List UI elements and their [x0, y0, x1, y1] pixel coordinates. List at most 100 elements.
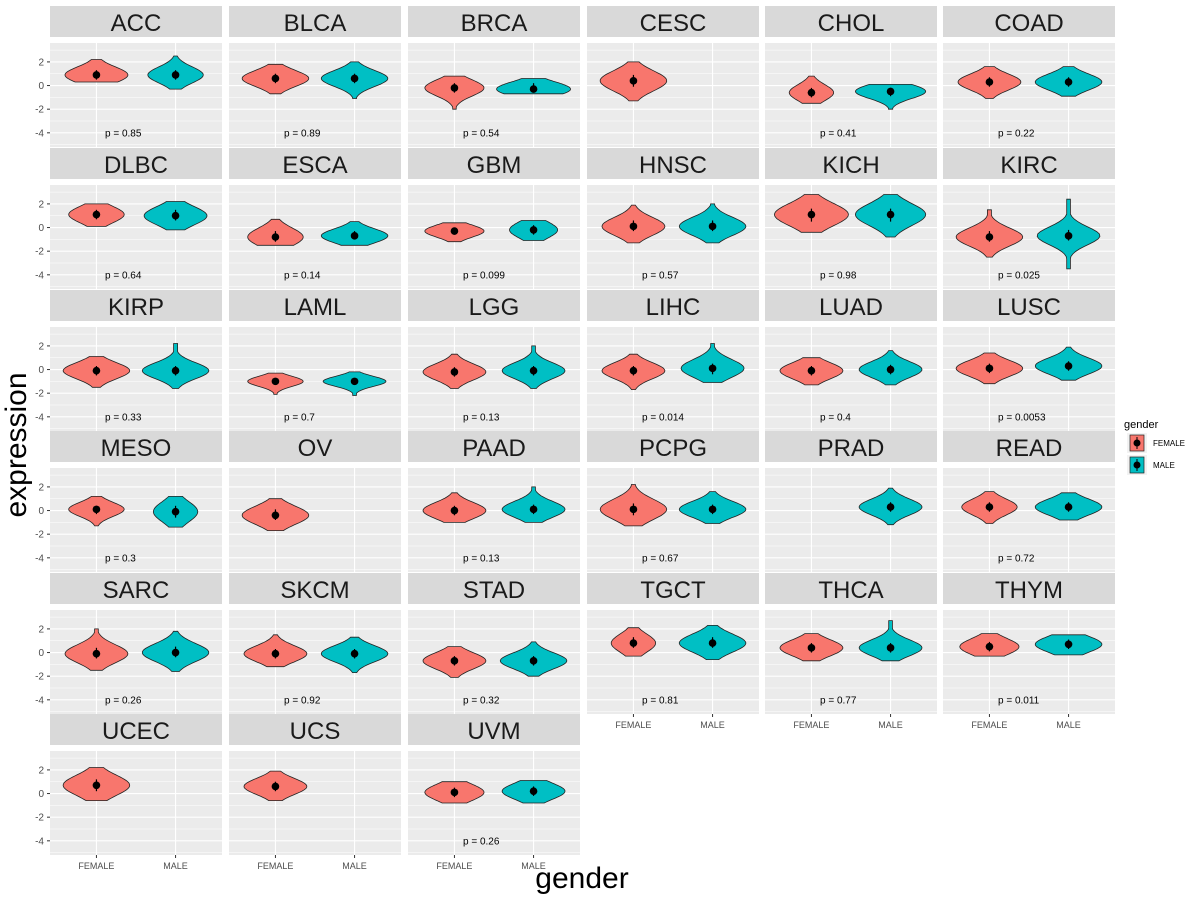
panel-background — [943, 468, 1115, 572]
panel-brca: BRCA p = 0.54 — [408, 6, 580, 147]
p-value-label: p = 0.13 — [463, 412, 500, 423]
panel-pcpg: PCPG p = 0.67 — [587, 431, 759, 572]
p-value-label: p = 0.22 — [998, 128, 1035, 139]
p-value-label: p = 0.26 — [463, 836, 500, 847]
panel-hnsc: HNSC p = 0.57 — [587, 148, 759, 289]
panel-title: LUAD — [819, 294, 883, 321]
y-tick-label: 0 — [38, 223, 44, 234]
panel-strip — [943, 573, 1115, 604]
panel-background — [408, 751, 580, 855]
panel-title: THCA — [818, 577, 883, 604]
panel-skcm: SKCM p = 0.92 — [229, 573, 401, 714]
panel-dlbc: DLBC 2 0 -2 -4 p = 0.64 — [35, 148, 222, 289]
median-point-female — [985, 364, 994, 373]
panel-title: MESO — [101, 435, 172, 462]
panel-title: LGG — [469, 294, 520, 321]
panel-title: PAAD — [462, 435, 526, 462]
panel-strip — [765, 148, 937, 179]
x-tick-label: FEMALE — [436, 861, 472, 871]
median-point-male — [1064, 362, 1073, 370]
panel-strip — [50, 290, 222, 321]
median-point-male — [886, 87, 895, 96]
median-point-male — [708, 364, 717, 373]
y-tick-label: 2 — [38, 199, 44, 210]
median-point-female — [450, 368, 459, 376]
median-point-male — [171, 507, 180, 516]
panel-strip — [229, 290, 401, 321]
y-tick-label: -4 — [35, 836, 44, 847]
median-point-female — [450, 657, 459, 665]
legend-items: FEMALE MALE — [1127, 433, 1185, 475]
panel-background — [50, 185, 222, 289]
y-tick-label: -4 — [35, 695, 44, 706]
median-point-male — [886, 365, 895, 374]
y-tick-label: -4 — [35, 412, 44, 423]
p-value-label: p = 0.011 — [998, 695, 1040, 706]
x-tick-label: FEMALE — [615, 720, 651, 730]
violin-male — [858, 620, 923, 662]
panel-background — [587, 610, 759, 714]
panel-title: KIRC — [1000, 152, 1057, 179]
p-value-label: p = 0.13 — [463, 553, 500, 564]
y-tick-label: -2 — [35, 105, 44, 116]
panel-kich: KICH p = 0.98 — [765, 148, 937, 289]
y-axis-title: expression — [0, 372, 33, 517]
median-point-male — [529, 787, 538, 795]
panel-title: KICH — [822, 152, 879, 179]
panel-strip — [765, 431, 937, 462]
p-value-label: p = 0.89 — [284, 128, 321, 139]
legend-item-female: FEMALE — [1127, 433, 1185, 453]
panel-title: UVM — [467, 718, 520, 745]
p-value-label: p = 0.3 — [105, 553, 136, 564]
x-tick-label: MALE — [163, 861, 188, 871]
p-value-label: p = 0.26 — [105, 695, 142, 706]
p-value-label: p = 0.64 — [105, 270, 142, 281]
panel-background — [587, 185, 759, 289]
y-tick-label: 0 — [38, 81, 44, 92]
panel-strip — [229, 431, 401, 462]
x-tick-label: FEMALE — [78, 861, 114, 871]
panel-ucs: UCS FEMALE MALE — [229, 714, 401, 871]
panel-ov: OV — [229, 431, 401, 572]
median-point-female — [807, 366, 816, 375]
panel-gbm: GBM p = 0.099 — [408, 148, 580, 289]
panel-strip — [229, 6, 401, 37]
median-point-male — [529, 366, 538, 375]
p-value-label: p = 0.67 — [642, 553, 679, 564]
legend: gender FEMALE MALE — [1124, 419, 1185, 475]
panel-strip — [229, 148, 401, 179]
p-value-label: p = 0.014 — [642, 412, 684, 423]
median-point-female — [271, 233, 280, 241]
panel-strip — [229, 573, 401, 604]
y-tick-label: 2 — [38, 341, 44, 352]
legend-label: FEMALE — [1153, 439, 1185, 448]
panel-title: GBM — [467, 152, 522, 179]
x-tick-label: MALE — [1056, 720, 1081, 730]
median-point-female — [271, 782, 280, 791]
panel-title: PRAD — [818, 435, 885, 462]
median-point-male — [350, 74, 359, 83]
median-point-female — [807, 88, 816, 97]
x-tick-label: MALE — [342, 861, 367, 871]
y-tick-label: 0 — [38, 648, 44, 659]
median-point-male — [350, 377, 359, 386]
panel-strip — [587, 431, 759, 462]
median-point-male — [1064, 503, 1073, 511]
panel-blca: BLCA p = 0.89 — [229, 6, 401, 147]
panel-title: ESCA — [282, 152, 347, 179]
median-point-female — [629, 505, 638, 514]
legend-title: gender — [1124, 419, 1159, 431]
median-point-male — [171, 211, 180, 220]
panel-strip — [408, 148, 580, 179]
y-tick-label: -2 — [35, 247, 44, 258]
x-axis-title: gender — [535, 862, 628, 895]
panel-strip — [943, 290, 1115, 321]
panel-title: DLBC — [104, 152, 168, 179]
panel-sarc: SARC 2 0 -2 -4 p = 0.26 — [35, 573, 222, 714]
median-point-female — [271, 74, 280, 83]
y-tick-label: -2 — [35, 672, 44, 683]
panel-lusc: LUSC p = 0.0053 — [943, 290, 1115, 431]
panel-strip — [408, 290, 580, 321]
panel-strip — [229, 714, 401, 745]
